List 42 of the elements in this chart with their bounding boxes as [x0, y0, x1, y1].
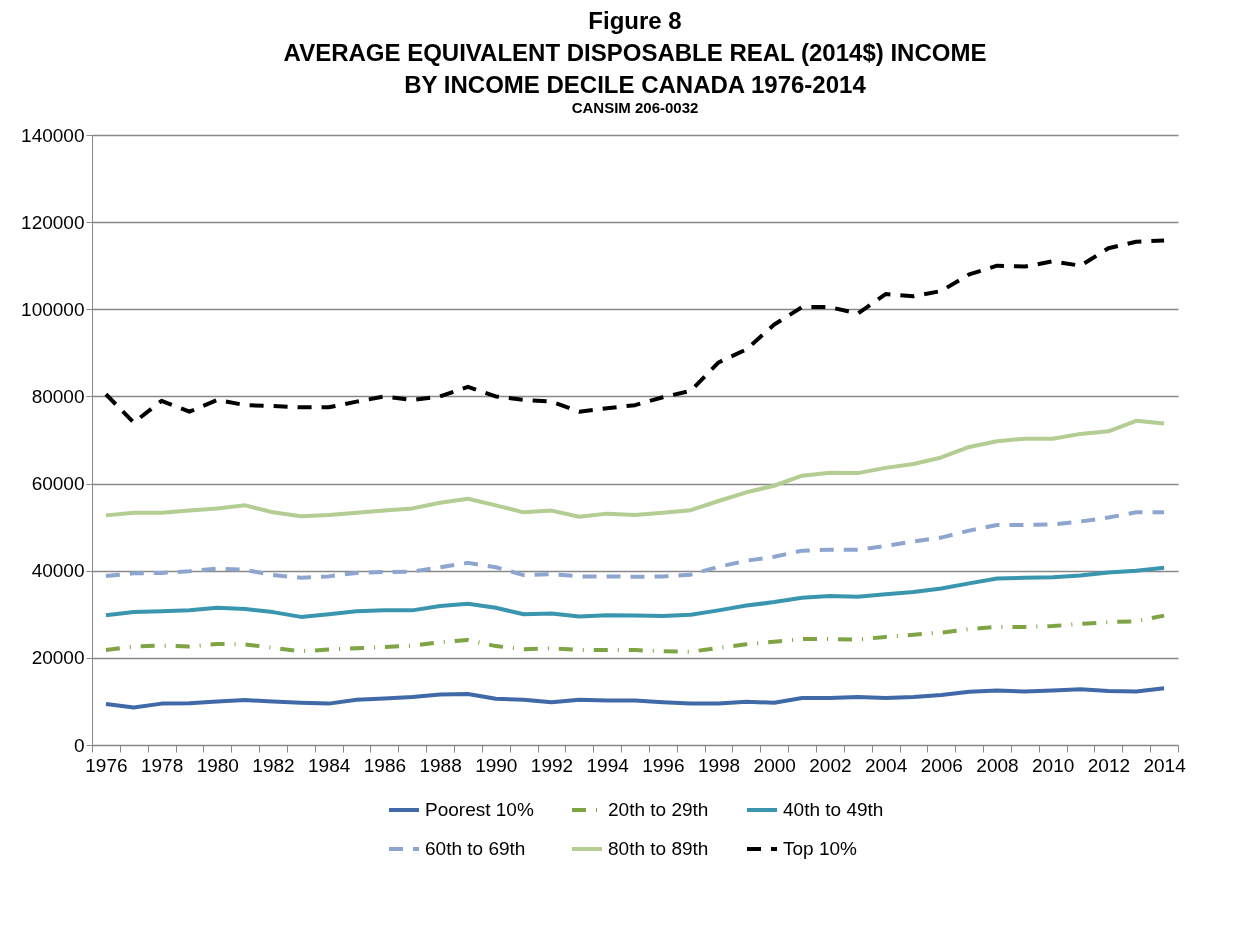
- line-series: [103, 418, 1167, 519]
- y-tick-label: 60000: [31, 473, 85, 495]
- legend-label: 20th to 29th: [608, 799, 709, 820]
- x-tick-label: 1984: [308, 754, 351, 776]
- x-tick-label: 1988: [419, 754, 462, 776]
- line-series: [103, 613, 1167, 654]
- y-tick-label: 0: [73, 734, 85, 756]
- x-tick-label: 1998: [697, 754, 741, 776]
- x-tick-label: 2010: [1032, 754, 1075, 776]
- y-tick-label: 120000: [21, 211, 85, 233]
- x-tick-label: 1996: [642, 754, 685, 776]
- x-tick-label: 1992: [530, 754, 574, 776]
- legend-label: 80th to 89th: [608, 838, 709, 859]
- x-tick-label: 1976: [85, 754, 128, 776]
- x-tick-label: 1980: [196, 754, 239, 776]
- line-series: [103, 238, 1167, 425]
- x-tick-label: 2014: [1143, 754, 1187, 776]
- x-tick-label: 1978: [140, 754, 184, 776]
- x-tick-label: 1986: [363, 754, 407, 776]
- x-tick-label: 2000: [753, 754, 796, 776]
- line-series: [103, 510, 1167, 580]
- y-tick-label: 100000: [21, 298, 85, 320]
- x-tick-label: 2012: [1087, 754, 1131, 776]
- y-tick-label: 140000: [21, 124, 85, 146]
- x-tick-label: 1982: [252, 754, 295, 776]
- x-tick-label: 2006: [920, 754, 963, 776]
- legend-label: 60th to 69th: [425, 838, 526, 859]
- line-series: [103, 686, 1167, 710]
- legend-label: Poorest 10%: [425, 799, 534, 820]
- chart-subtitle: CANSIM 206-0032: [571, 99, 699, 116]
- line-series: [103, 565, 1167, 619]
- y-tick-label: 80000: [31, 385, 85, 407]
- x-tick-label: 2008: [976, 754, 1019, 776]
- chart-title: Figure 8 AVERAGE EQUIVALENT DISPOSABLE REAL (2014$) INCOME BY INCOME DECILE CANADA 1976-2014: [283, 7, 987, 98]
- legend-label: 40th to 49th: [783, 799, 884, 820]
- x-tick-label: 2002: [809, 754, 852, 776]
- y-tick-label: 40000: [31, 560, 85, 582]
- x-tick-label: 1994: [586, 754, 630, 776]
- legend-label: Top 10%: [783, 838, 858, 859]
- x-tick-label: 1990: [475, 754, 518, 776]
- y-tick-label: 20000: [31, 647, 85, 669]
- x-tick-label: 2004: [864, 754, 908, 776]
